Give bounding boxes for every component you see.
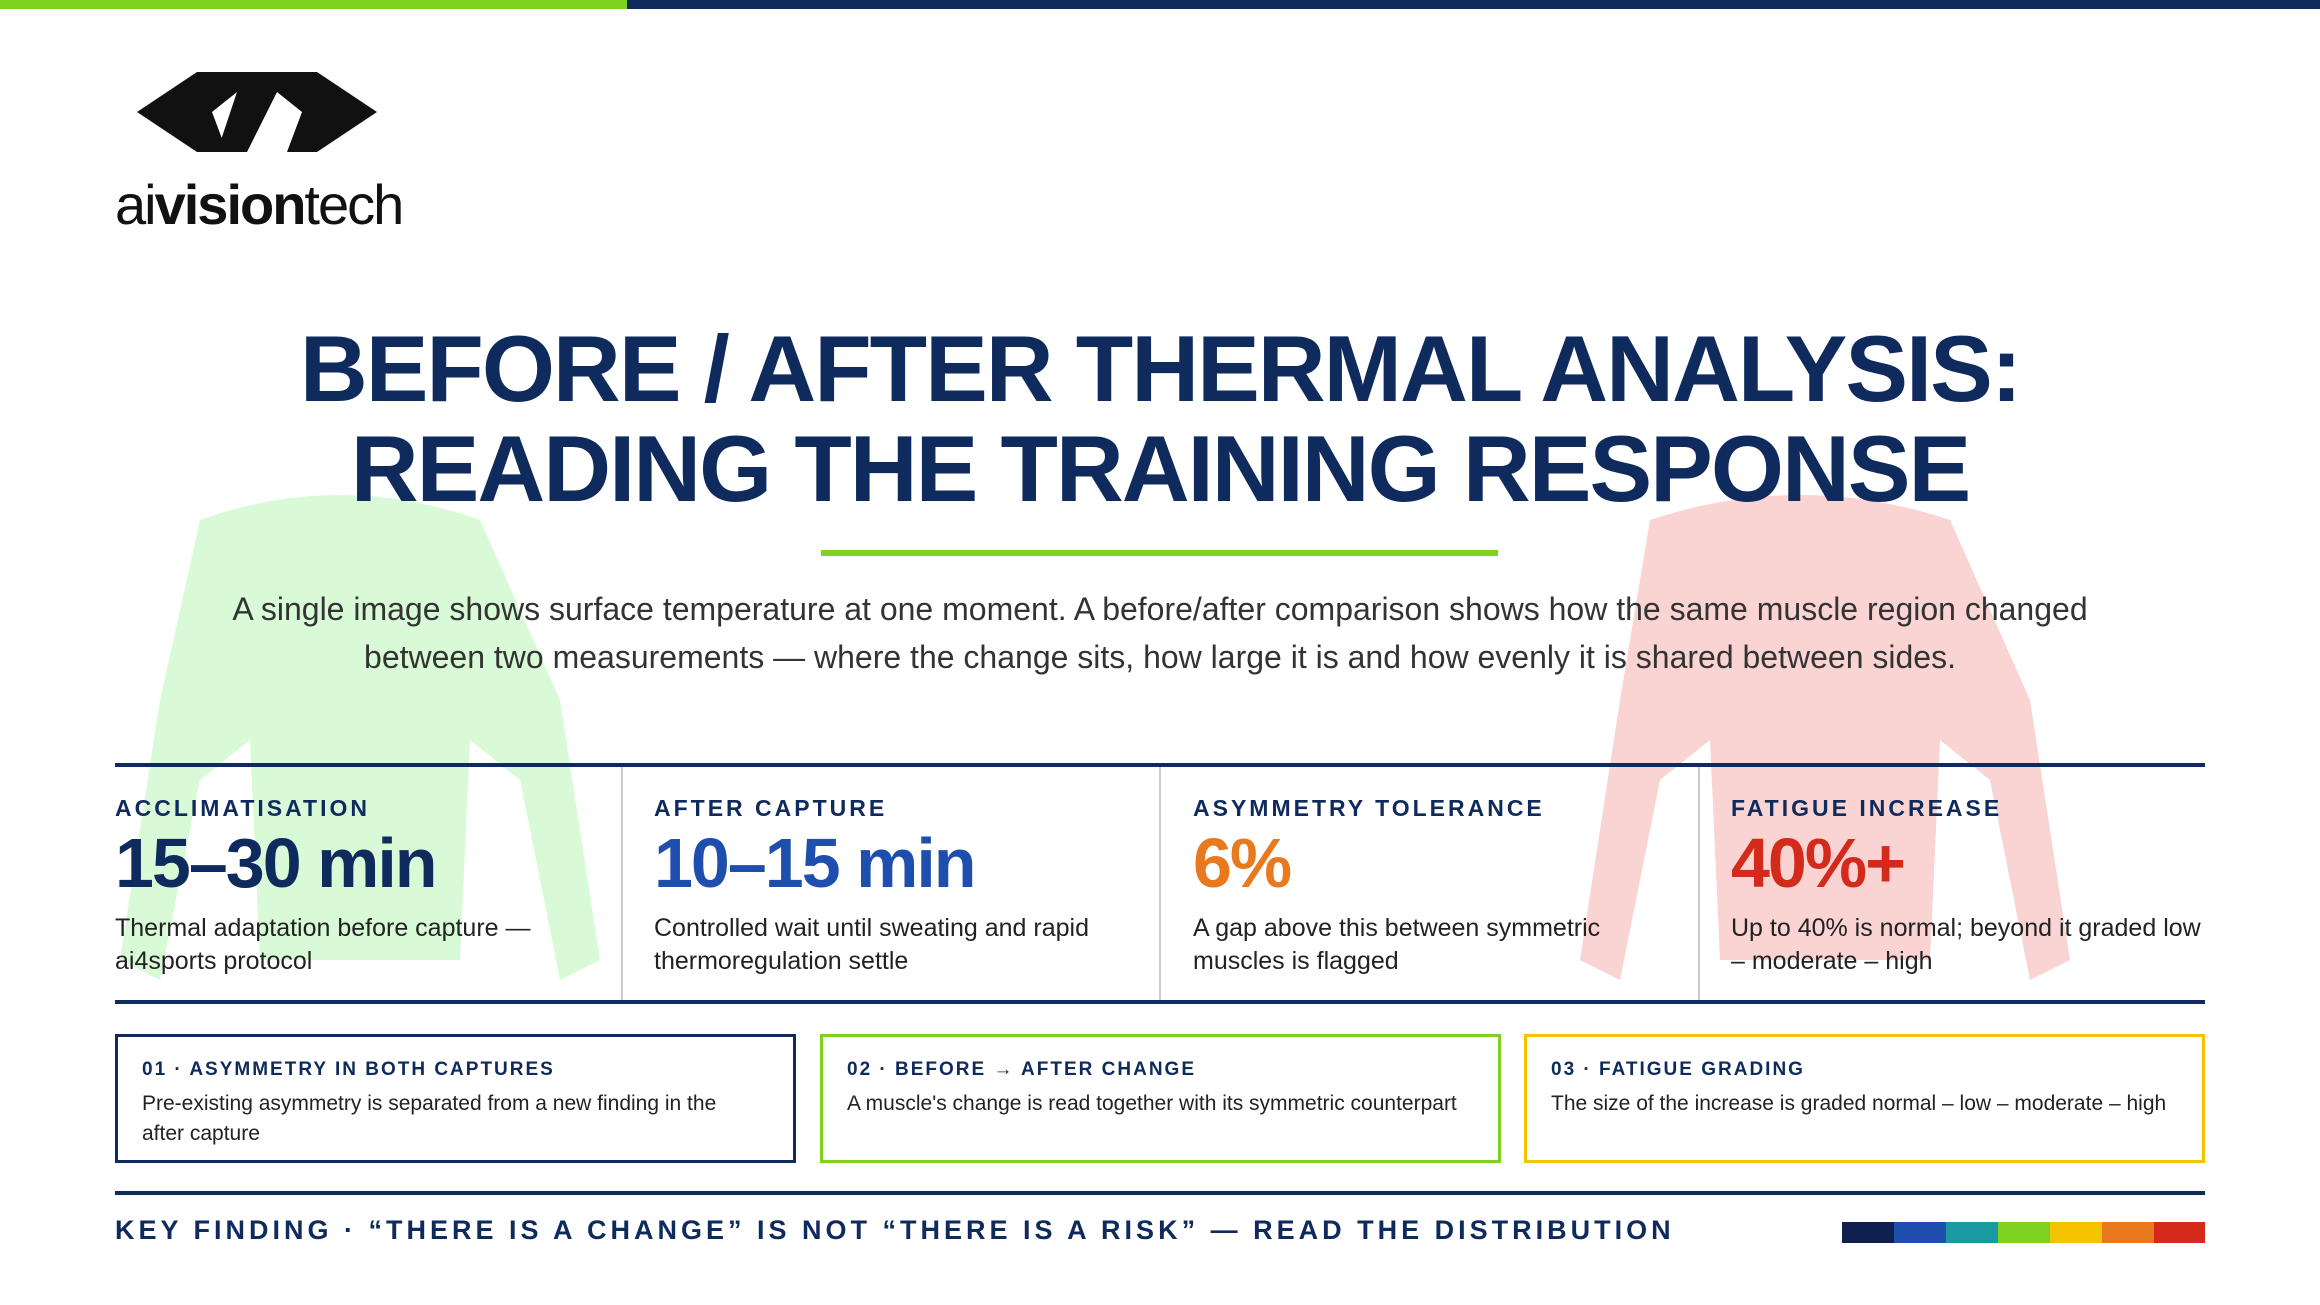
divider (1159, 767, 1161, 1000)
stat-value: 10–15 min (654, 824, 977, 902)
rule (115, 1191, 2205, 1195)
stat-label: ACCLIMATISATION (115, 795, 370, 821)
divider (1698, 767, 1700, 1000)
note-text: Pre-existing asymmetry is separated from… (142, 1092, 717, 1145)
top-bar (627, 0, 2320, 9)
stat-description: A gap above this between symmetric muscl… (1193, 914, 1601, 975)
stat-label: ASYMMETRY TOLERANCE (1193, 795, 1545, 821)
subtitle: A single image shows surface temperature… (232, 591, 2088, 675)
stat-description: Thermal adaptation before capture — ai4s… (115, 914, 531, 975)
stat-value: 15–30 min (115, 824, 438, 902)
body-silhouette-left (120, 495, 600, 980)
note-title: 03 · FATIGUE GRADING (1551, 1059, 1805, 1080)
stat-value: 6% (1193, 824, 1292, 902)
key-finding: KEY FINDING · “THERE IS A CHANGE” IS NOT… (115, 1215, 1675, 1245)
title-line: BEFORE / AFTER THERMAL ANALYSIS: (299, 316, 2022, 421)
stat-description: Controlled wait until sweating and rapid… (654, 914, 1089, 975)
logo-mark (137, 72, 377, 152)
stat-description: Up to 40% is normal; beyond it graded lo… (1731, 914, 2201, 975)
title-line: READING THE TRAINING RESPONSE (350, 416, 1972, 521)
note-card: 03 · FATIGUE GRADING The size of the incr… (1524, 1034, 2205, 1163)
note-card: 02 · BEFORE → AFTER CHANGE A muscle's cha… (820, 1034, 1501, 1163)
body-silhouette-right (1580, 495, 2070, 980)
color-strip (1842, 1222, 2205, 1243)
note-card: 01 · ASYMMETRY IN BOTH CAPTURES Pre-exist… (115, 1034, 796, 1163)
logo-part: vision (154, 173, 307, 236)
divider (621, 767, 623, 1000)
note-title: 02 · BEFORE → AFTER CHANGE (847, 1059, 1196, 1080)
note-text: A muscle's change is read together with … (847, 1092, 1457, 1115)
title-underline (821, 550, 1498, 556)
rule (115, 1000, 2205, 1004)
logo-text: aivisiontech (115, 172, 404, 237)
stat-label: FATIGUE INCREASE (1731, 795, 2003, 821)
stat-label: AFTER CAPTURE (654, 795, 888, 821)
top-bar-accent (0, 0, 627, 9)
stat-value: 40%+ (1731, 824, 1906, 902)
rule (115, 763, 2205, 767)
note-title: 01 · ASYMMETRY IN BOTH CAPTURES (142, 1059, 555, 1080)
note-text: The size of the increase is graded norma… (1551, 1092, 2167, 1115)
logo-part: tech (304, 173, 404, 236)
logo-part: ai (115, 173, 157, 236)
